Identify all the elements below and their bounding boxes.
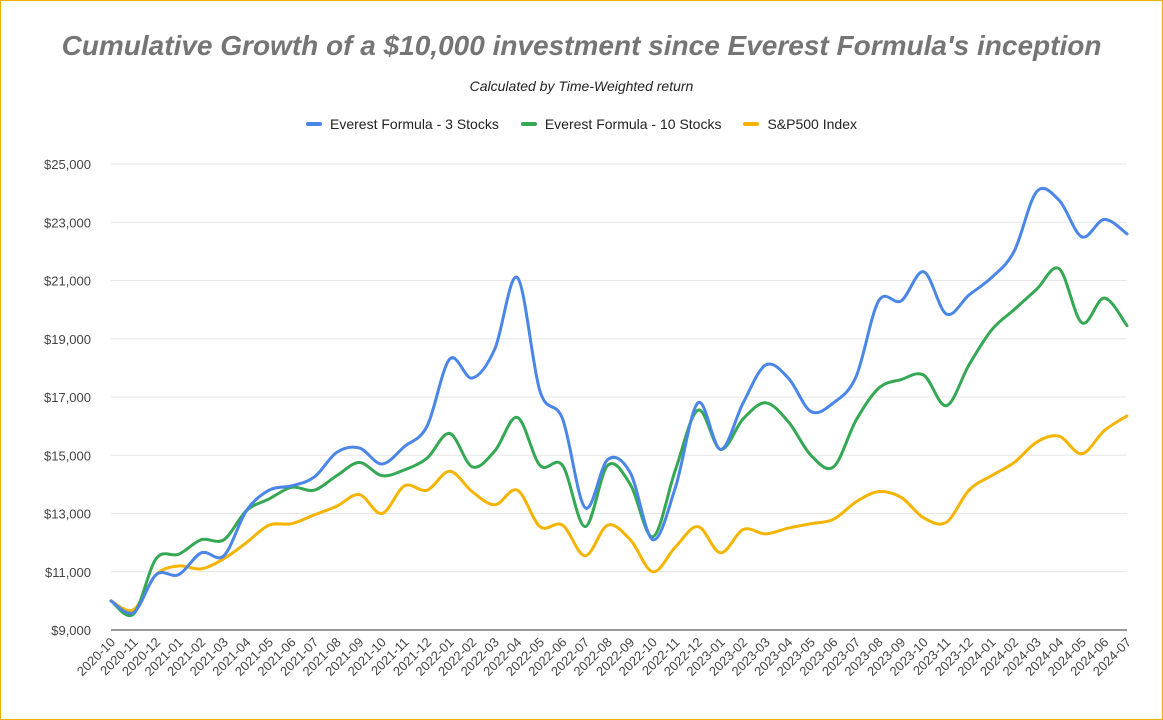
- y-tick-label: $15,000: [44, 448, 91, 463]
- y-tick-label: $17,000: [44, 390, 91, 405]
- legend-item-3-stocks[interactable]: Everest Formula - 3 Stocks: [306, 116, 499, 132]
- y-tick-label: $19,000: [44, 332, 91, 347]
- y-tick-label: $25,000: [44, 157, 91, 172]
- legend-label-10-stocks: Everest Formula - 10 Stocks: [544, 116, 722, 132]
- chart-subtitle: Calculated by Time-Weighted return: [469, 78, 694, 94]
- y-tick-label: $21,000: [44, 274, 91, 289]
- chart-legend: Everest Formula - 3 Stocks Everest Formu…: [0, 116, 1163, 132]
- legend-swatch-3-stocks: [306, 122, 323, 126]
- series-10-stocks-line: [109, 266, 1129, 618]
- y-tick-label: $9,000: [51, 623, 91, 638]
- chart-title: Cumulative Growth of a $10,000 investmen…: [61, 30, 1102, 61]
- legend-label-sp500: S&P500 Index: [767, 116, 857, 132]
- y-tick-label: $23,000: [44, 215, 91, 230]
- series-3-stocks-line: [109, 186, 1129, 615]
- y-tick-label: $13,000: [44, 507, 91, 522]
- legend-swatch-10-stocks: [520, 122, 537, 126]
- legend-item-sp500[interactable]: S&P500 Index: [743, 116, 857, 132]
- series-sp500-line: [109, 414, 1129, 613]
- legend-swatch-sp500: [743, 122, 760, 126]
- legend-label-3-stocks: Everest Formula - 3 Stocks: [330, 116, 499, 132]
- legend-item-10-stocks[interactable]: Everest Formula - 10 Stocks: [520, 116, 722, 132]
- y-tick-label: $11,000: [45, 565, 91, 580]
